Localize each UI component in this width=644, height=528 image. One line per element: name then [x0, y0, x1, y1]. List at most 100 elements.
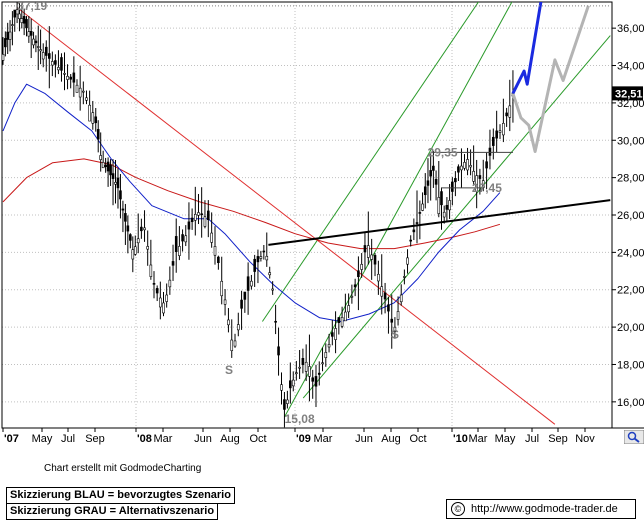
legend-box-blue-text: Skizzierung BLAU = bevorzugtes Szenario	[10, 489, 231, 501]
x-tick-label-5: Mar	[154, 433, 173, 445]
annotation-4: S	[225, 363, 233, 377]
candle-body	[60, 57, 63, 71]
candle-body	[146, 246, 149, 250]
candle-body	[13, 9, 17, 18]
trendline-black	[268, 199, 611, 246]
candle-body	[217, 256, 220, 263]
x-tick-label-18: Sep	[548, 433, 568, 445]
candle-body	[72, 72, 76, 83]
candle-body	[393, 326, 397, 332]
candle-body	[308, 366, 311, 377]
candle-body	[331, 332, 334, 337]
candle-body	[34, 40, 38, 44]
candle-body	[48, 53, 51, 59]
candle-body	[69, 76, 72, 80]
x-tick-label-0: '07	[4, 433, 19, 445]
candle-body	[317, 372, 321, 375]
candle-body	[472, 171, 475, 182]
candle-body	[337, 317, 341, 323]
moving-average-blue	[2, 83, 501, 322]
candle-body	[207, 210, 210, 220]
candle-body	[88, 104, 91, 122]
y-tick-label-2: 20,00	[617, 322, 644, 334]
candle-body	[505, 112, 508, 117]
candle-body	[230, 339, 234, 352]
x-tick-label-19: Nov	[575, 433, 595, 445]
candle-body	[243, 291, 247, 300]
website-url[interactable]: http://www.godmode-trader.de	[471, 503, 618, 515]
candle-body	[262, 250, 266, 253]
candle-body	[383, 292, 387, 300]
candle-body	[114, 182, 117, 185]
candle-body	[426, 180, 430, 186]
candle-body	[78, 87, 82, 98]
candle-body	[406, 257, 409, 265]
zoom-icon[interactable]	[624, 430, 644, 444]
candle-body	[373, 255, 377, 265]
candle-body	[155, 288, 159, 294]
website-link[interactable]: © http://www.godmode-trader.de	[446, 499, 636, 519]
candle-body	[311, 377, 315, 382]
candle-body	[121, 208, 125, 211]
candle-body	[268, 272, 272, 276]
candle-body	[259, 256, 263, 259]
candle-body	[32, 38, 35, 46]
annotation-1: 29,35	[428, 145, 458, 159]
candle-body	[63, 73, 66, 75]
candle-body	[44, 46, 48, 56]
candle-body	[280, 384, 283, 391]
x-tick-label-17: Jul	[525, 433, 539, 445]
annotation-0: 37,19	[17, 0, 47, 13]
candle-body	[210, 232, 213, 243]
candle-body	[277, 346, 280, 356]
candle-body	[96, 129, 100, 140]
candle-body	[370, 254, 373, 260]
candle-body	[184, 235, 188, 243]
candle-body	[25, 19, 28, 29]
candle-body	[8, 31, 12, 40]
candle-body	[463, 162, 466, 169]
candle-body	[162, 302, 165, 314]
candle-body	[334, 328, 337, 340]
channel-line-1	[261, 2, 480, 322]
candle-body	[492, 136, 495, 146]
copyright-icon: ©	[451, 502, 465, 516]
candle-body	[448, 200, 451, 211]
candle-body	[152, 283, 156, 285]
candle-body	[29, 30, 33, 36]
candle-body	[41, 52, 45, 60]
candle-body	[421, 203, 424, 211]
candle-body	[271, 288, 274, 291]
candle-body	[440, 191, 443, 206]
candle-body	[197, 212, 200, 216]
candle-body	[469, 165, 472, 168]
candle-body	[432, 165, 435, 171]
candle-body	[106, 161, 110, 172]
candle-body	[403, 276, 406, 278]
candle-body	[200, 213, 203, 216]
candle-body	[159, 297, 162, 308]
candle-body	[168, 279, 172, 288]
scenario-blue-path	[511, 2, 543, 95]
y-tick-label-5: 26,00	[617, 210, 644, 222]
candle-body	[502, 123, 505, 136]
legend-box-blue: Skizzierung BLAU = bevorzugtes Szenario	[6, 487, 235, 504]
candle-body	[344, 311, 347, 322]
candle-body	[11, 24, 14, 26]
candle-body	[353, 284, 357, 288]
annotation-2: 27,45	[472, 181, 502, 195]
candle-body	[143, 227, 146, 231]
channel-line-0	[284, 2, 513, 418]
candle-body	[390, 318, 394, 323]
x-tick-label-13: Oct	[409, 433, 426, 445]
x-tick-label-10: Mar	[314, 433, 333, 445]
candle-body	[396, 311, 400, 320]
candle-body	[481, 180, 485, 188]
x-tick-label-6: Jun	[194, 433, 212, 445]
candle-body	[124, 213, 127, 222]
candle-body	[495, 130, 498, 139]
candle-body	[4, 38, 7, 48]
candle-body	[274, 320, 277, 323]
candle-body	[321, 362, 324, 365]
candle-body	[178, 246, 181, 256]
